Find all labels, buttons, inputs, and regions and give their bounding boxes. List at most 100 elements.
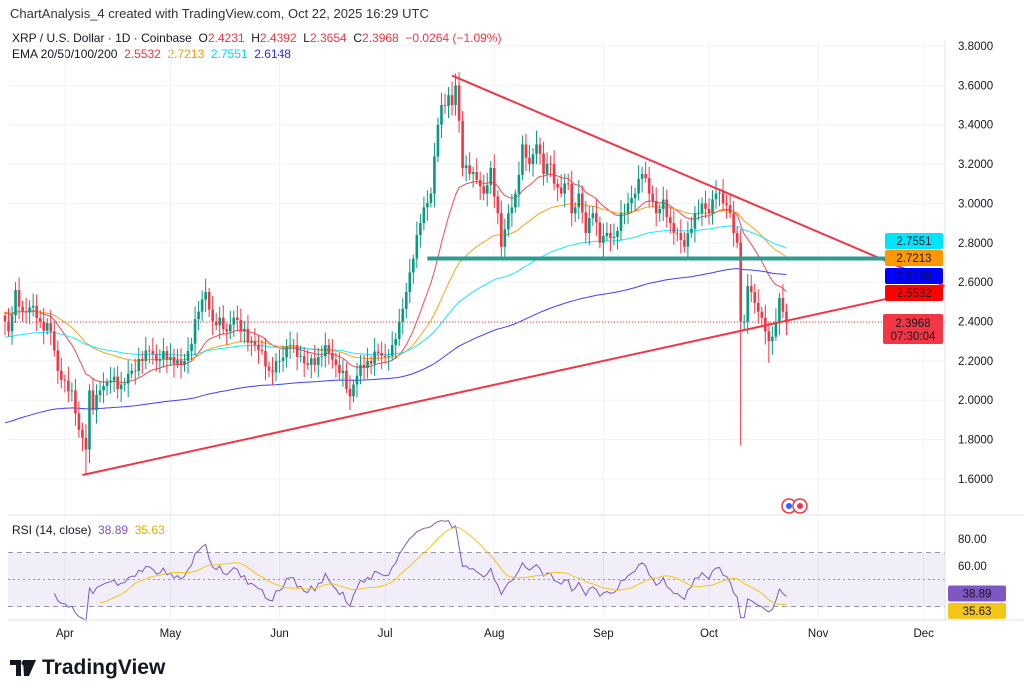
candle	[489, 160, 493, 195]
candle	[172, 348, 176, 378]
candle-body	[232, 317, 236, 325]
candle	[42, 307, 46, 345]
candle	[130, 363, 134, 379]
candle-body	[274, 361, 278, 373]
candle-body	[401, 308, 405, 322]
candle-body	[556, 183, 559, 188]
candle	[665, 189, 669, 228]
candle-body	[28, 307, 31, 313]
candle-body	[700, 203, 704, 214]
candle-body	[436, 124, 440, 157]
candle	[394, 332, 398, 359]
candle	[668, 207, 672, 234]
candle	[81, 422, 84, 452]
candle-body	[49, 323, 53, 332]
candle	[179, 348, 183, 379]
candle	[517, 161, 521, 208]
candle-body	[415, 235, 419, 259]
candle-body	[619, 213, 623, 231]
candle-body	[31, 305, 35, 308]
candle-body	[742, 321, 746, 323]
candle-body	[475, 172, 478, 180]
candle	[778, 292, 781, 336]
ema50-value: 2.7213	[167, 47, 205, 61]
price-tick-label: 2.6000	[958, 277, 993, 289]
candle	[521, 135, 524, 181]
rsi-legend: RSI (14, close) 38.89 35.63	[12, 523, 165, 537]
candle	[246, 315, 250, 352]
candle	[324, 332, 327, 368]
candle-body	[369, 360, 373, 364]
candle	[151, 337, 155, 365]
candle	[461, 110, 464, 177]
candle	[419, 214, 422, 248]
candle-body	[549, 163, 552, 165]
candle-body	[63, 379, 67, 381]
candle	[105, 378, 109, 396]
candle-body	[686, 232, 690, 247]
tradingview-logo[interactable]: TradingView	[10, 656, 165, 680]
candle-body	[517, 174, 521, 194]
candle-body	[155, 354, 158, 361]
candle	[331, 339, 334, 369]
ema100-badge: 2.7551	[896, 236, 931, 248]
candle	[31, 293, 35, 317]
candle	[707, 198, 711, 225]
lower-trendline	[82, 285, 946, 477]
rsi-tick-label: 60.00	[958, 561, 987, 573]
candle-body	[302, 356, 306, 364]
candle-body	[260, 349, 264, 352]
candle-body	[24, 311, 28, 313]
candle-body	[524, 144, 528, 158]
candle-body	[721, 192, 725, 204]
candle	[605, 222, 609, 241]
candle	[676, 227, 679, 242]
candle-body	[236, 317, 239, 320]
candle	[109, 367, 112, 394]
candle-body	[130, 370, 134, 374]
candle	[496, 190, 500, 225]
time-tick-label: Sep	[593, 628, 613, 640]
candle-body	[148, 350, 151, 352]
symbol-name[interactable]: XRP / U.S. Dollar · 1D · Coinbase	[12, 31, 192, 45]
candle	[433, 142, 436, 208]
events-icon[interactable]	[781, 498, 808, 514]
candle	[785, 303, 788, 336]
candle	[376, 343, 380, 362]
candle-body	[214, 321, 218, 326]
candle	[204, 278, 207, 313]
time-tick-label: Jul	[378, 628, 393, 640]
candle-body	[292, 345, 295, 346]
candle-body	[299, 356, 302, 358]
candle-body	[412, 258, 415, 273]
candle-body	[359, 364, 362, 376]
rsi-pane	[8, 520, 945, 622]
candle-body	[778, 297, 781, 322]
candle	[38, 309, 42, 329]
candle	[3, 311, 7, 336]
candle-body	[60, 370, 63, 380]
low-label: L	[303, 31, 310, 45]
candle	[658, 204, 662, 222]
rsi-label[interactable]: RSI (14, close)	[12, 523, 92, 537]
last-price-badge-bg	[883, 314, 943, 344]
candle	[661, 186, 665, 222]
candle-body	[521, 144, 524, 175]
candle	[771, 326, 774, 355]
countdown-badge: 07:30:04	[891, 331, 936, 343]
candle	[718, 188, 721, 207]
candle-body	[570, 183, 574, 214]
candle	[190, 337, 193, 361]
candle	[112, 367, 116, 392]
candle	[760, 306, 764, 327]
candle-body	[668, 217, 672, 224]
candle	[478, 171, 482, 200]
candle-body	[288, 345, 292, 347]
candle	[243, 320, 246, 344]
candle-body	[404, 292, 408, 309]
candle-body	[749, 286, 753, 292]
rsi-badge-bg	[948, 585, 1006, 602]
ema20-value: 2.5532	[124, 47, 161, 61]
candle-body	[595, 213, 598, 223]
